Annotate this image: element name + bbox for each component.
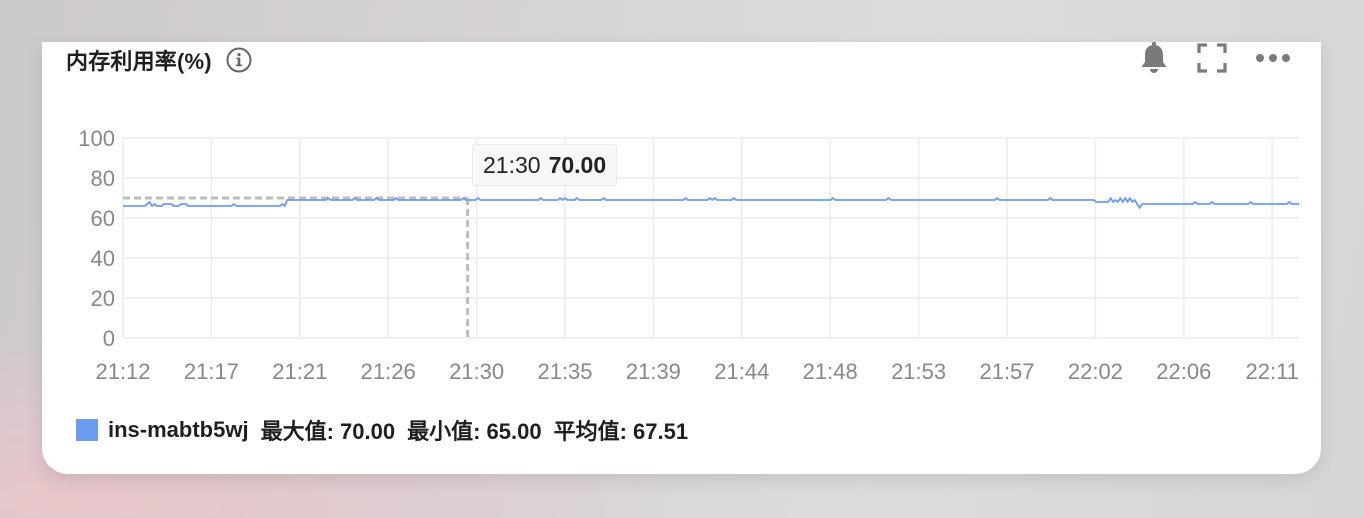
hover-tooltip: 21:30 70.00 <box>472 144 618 186</box>
legend-swatch[interactable] <box>76 419 98 441</box>
legend-max: 最大值: 70.00 <box>260 419 396 444</box>
tooltip-value: 70.00 <box>548 151 607 178</box>
x-tick-label: 22:02 <box>1068 359 1123 384</box>
x-tick-label: 21:39 <box>626 359 681 384</box>
y-tick-label: 0 <box>103 326 115 351</box>
bell-icon[interactable] <box>1139 41 1169 79</box>
tooltip-time: 21:30 <box>483 151 541 178</box>
legend: ins-mabtb5wj 最大值: 70.00 最小值: 65.00 平均值: … <box>76 414 688 446</box>
fullscreen-icon[interactable] <box>1197 42 1227 78</box>
x-tick-label: 21:12 <box>95 359 150 384</box>
chart-card: 内存利用率(%) <box>42 41 1321 474</box>
legend-series-name[interactable]: ins-mabtb5wj <box>108 417 249 442</box>
x-tick-label: 21:53 <box>891 359 946 384</box>
legend-avg: 平均值: 67.51 <box>553 419 689 444</box>
y-tick-label: 20 <box>91 286 115 311</box>
x-tick-label: 21:57 <box>979 359 1034 384</box>
toolbar <box>1139 41 1291 79</box>
x-tick-label: 22:06 <box>1156 359 1211 384</box>
card-header: 内存利用率(%) <box>66 42 252 78</box>
y-axis: 0 20 40 60 80 100 <box>78 126 115 351</box>
y-tick-label: 80 <box>91 166 115 191</box>
info-icon[interactable] <box>226 47 252 73</box>
crosshair <box>123 196 470 338</box>
series-line[interactable] <box>123 197 1299 209</box>
x-tick-label: 21:30 <box>449 359 504 384</box>
grid <box>122 137 1299 339</box>
x-tick-label: 21:21 <box>272 359 327 384</box>
chart-title: 内存利用率(%) <box>66 49 212 74</box>
y-tick-label: 100 <box>78 126 115 151</box>
y-tick-label: 40 <box>91 246 115 271</box>
y-tick-label: 60 <box>91 206 115 231</box>
x-tick-label: 21:44 <box>714 359 769 384</box>
legend-min: 最小值: 65.00 <box>407 419 542 444</box>
more-icon[interactable] <box>1255 51 1291 69</box>
series-layer <box>123 197 1299 209</box>
x-tick-label: 21:35 <box>537 359 592 384</box>
x-tick-label: 21:26 <box>361 359 416 384</box>
x-tick-label: 22:11 <box>1245 359 1298 384</box>
x-axis: 21:12 21:17 21:21 21:26 21:30 21:35 21:39 21:44… <box>95 359 1298 384</box>
x-tick-label: 21:48 <box>803 359 858 384</box>
x-tick-label: 21:17 <box>184 359 239 384</box>
